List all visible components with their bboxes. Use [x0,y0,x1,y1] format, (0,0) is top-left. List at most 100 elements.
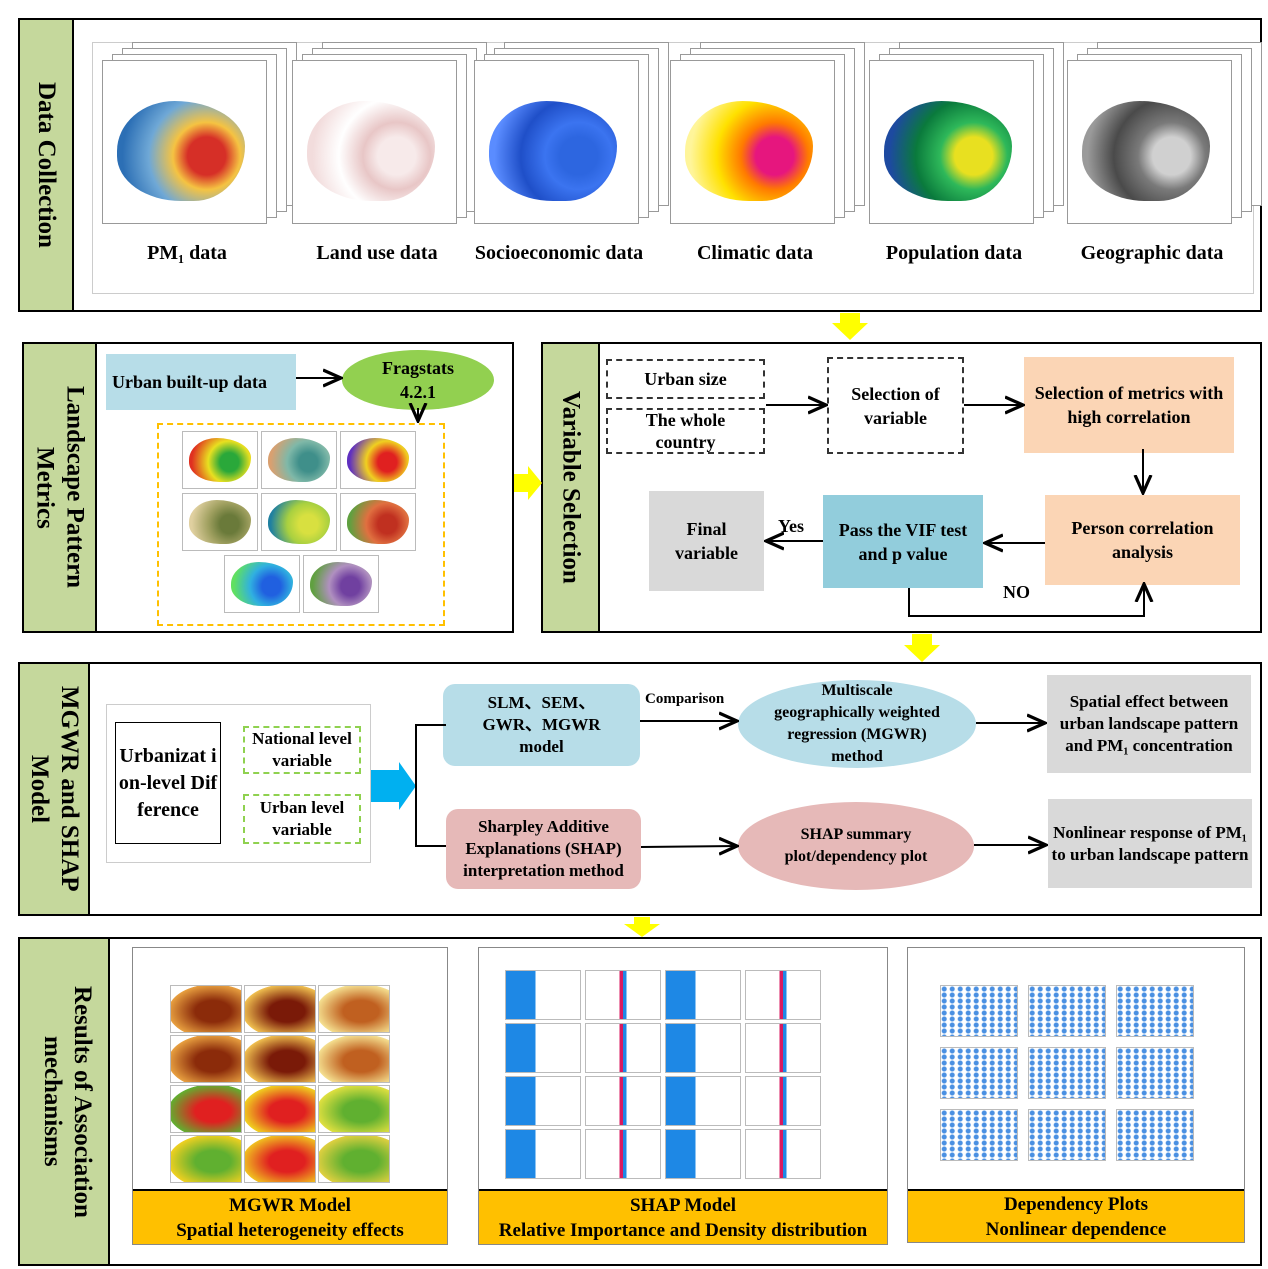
yellow-arrow-down-icon [624,917,660,937]
dependency-plot [1028,1109,1106,1161]
shap-result-plot [665,1129,741,1179]
vif-test-box: Pass the VIF test and p value [823,495,983,588]
shap-plot-ellipse: SHAP summary plot/dependency plot [738,802,974,890]
dependency-plot [1028,985,1106,1037]
urban-size-label: Urban size [644,369,727,389]
china-map [189,438,251,482]
china-map [117,101,245,201]
dependency-plot [1028,1047,1106,1099]
metric-map [261,493,337,551]
shap-results-caption: SHAP Model Relative Importance and Densit… [479,1189,887,1244]
mgwr-result-map [170,1035,242,1083]
metric-map [261,431,337,489]
mgwr-result-map [318,985,390,1033]
metric-map [182,493,258,551]
national-level-box: National level variable [243,726,361,774]
data-card: Geographic data [1067,42,1262,264]
final-variable-box: Final variable [649,491,764,591]
china-map [307,101,435,201]
data-card: Land use data [292,42,487,264]
urbanization-level-box: Urbanizat ion-level Difference [115,722,221,844]
data-card-label: Population data [885,242,1023,264]
national-level-label: National level variable [252,729,352,770]
caption-subtitle: Spatial heterogeneity effects [176,1219,404,1241]
shap-result-plot [505,1076,581,1126]
data-card-label: PM₁ data [147,242,227,264]
urban-size-box: Urban size [606,359,765,399]
fragstats-label: Fragstats 4.2.1 [382,358,454,402]
data-collection-label-panel: Data Collection [20,20,74,310]
section-title: Landscape Pattern Metrics [31,386,89,589]
metric-map [303,555,379,613]
china-map [685,101,813,201]
shap-result-plot [585,970,661,1020]
shap-method-label: Sharpley Additive Explanations (SHAP) in… [463,817,624,880]
caption-title: Dependency Plots [1003,1193,1149,1215]
spatial-effect-box: Spatial effect between urban landscape p… [1047,675,1251,773]
shap-method-box: Sharpley Additive Explanations (SHAP) in… [446,809,641,889]
mgwr-result-map [170,1085,242,1133]
section-title: Data Collection [33,82,60,248]
data-card-label: Land use data [316,242,438,264]
data-card: Climatic data [670,42,865,264]
dependency-plot [1116,985,1194,1037]
metric-map [182,431,258,489]
dependency-plot [1116,1047,1194,1099]
yellow-arrow-right-icon [514,466,542,500]
metric-map [224,555,300,613]
dependency-plot [1116,1109,1194,1161]
shap-result-plot [585,1023,661,1073]
urban-builtup-data-box: Urban built-up data [106,354,296,410]
shap-result-plot [665,1076,741,1126]
urban-level-box: Urban level variable [243,794,361,844]
metrics-maps-group [157,423,445,626]
selection-metrics-box: Selection of metrics with high correlati… [1024,357,1234,453]
yellow-arrow-down-icon [904,634,940,662]
spatial-effect-label: Spatial effect between urban landscape p… [1059,692,1239,755]
china-map [884,101,1012,201]
shap-plot-label: SHAP summary plot/dependency plot [784,826,928,865]
models-label: SLM、SEM、GWR、MGWR model [482,693,601,756]
shap-result-plot [505,1023,581,1073]
data-card-label: Climatic data [696,242,814,264]
mgwr-method-label: Multiscale geographically weighted regre… [774,682,940,765]
china-map [231,562,293,606]
metric-map [340,431,416,489]
selection-metrics-label: Selection of metrics with high correlati… [1034,383,1224,427]
china-map [347,500,409,544]
landscape-label-panel: Landscape Pattern Metrics [24,344,97,631]
data-card-label: Socioeconomic data [474,242,644,264]
whole-country-box: The whole country [606,408,765,454]
china-map [347,438,409,482]
shap-result-plot [585,1129,661,1179]
map-page [102,60,267,224]
shap-result-plot [505,970,581,1020]
urban-builtup-label: Urban built-up data [112,372,268,392]
mgwr-result-map [244,1085,316,1133]
data-card: PM₁ data [102,42,297,264]
mgwr-result-map [244,985,316,1033]
china-map [1082,101,1210,201]
fragstats-ellipse: Fragstats 4.2.1 [342,350,494,410]
china-map [310,562,372,606]
mgwr-result-map [170,985,242,1033]
nonlinear-response-label: Nonlinear response of PM₁ to urban lands… [1051,822,1249,864]
mgwr-result-map [244,1035,316,1083]
shap-result-plot [665,970,741,1020]
mgwr-result-map [318,1085,390,1133]
blue-arrow-right-icon [371,762,416,810]
metric-map [340,493,416,551]
shap-result-plot [585,1076,661,1126]
variable-selection-label-panel: Variable Selection [543,344,600,631]
shap-results-panel [478,947,888,1245]
caption-title: SHAP Model [629,1194,737,1216]
china-map [268,500,330,544]
flow-arrows [296,378,1144,847]
map-page [869,60,1034,224]
caption-title: MGWR Model [229,1194,351,1216]
caption-subtitle: Relative Importance and Density distribu… [498,1219,868,1241]
mgwr-method-ellipse: Multiscale geographically weighted regre… [738,680,976,768]
shap-result-plot [745,1129,821,1179]
data-card: Population data [869,42,1064,264]
